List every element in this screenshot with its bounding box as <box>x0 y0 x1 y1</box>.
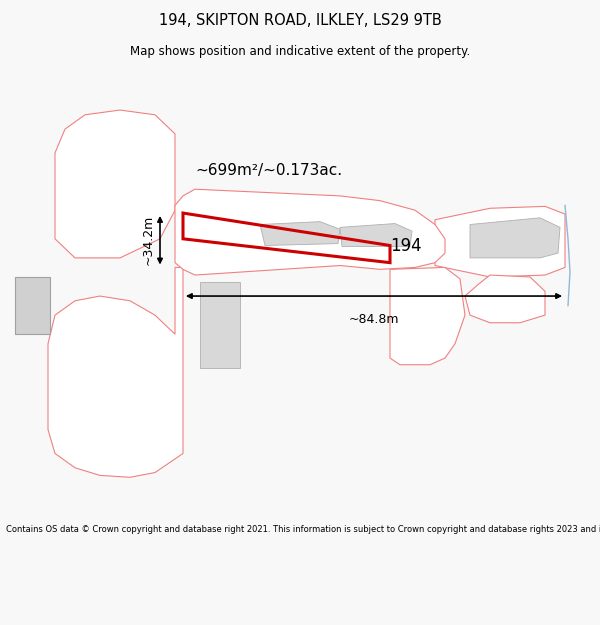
Text: Contains OS data © Crown copyright and database right 2021. This information is : Contains OS data © Crown copyright and d… <box>6 525 600 534</box>
Polygon shape <box>200 282 240 368</box>
Text: 194: 194 <box>390 238 422 256</box>
Text: 194, SKIPTON ROAD, ILKLEY, LS29 9TB: 194, SKIPTON ROAD, ILKLEY, LS29 9TB <box>158 12 442 28</box>
Polygon shape <box>260 222 340 246</box>
Polygon shape <box>470 218 560 258</box>
Text: ~34.2m: ~34.2m <box>142 215 155 266</box>
Polygon shape <box>175 189 445 275</box>
Polygon shape <box>435 206 565 277</box>
Polygon shape <box>15 277 50 334</box>
Text: ~699m²/~0.173ac.: ~699m²/~0.173ac. <box>195 162 342 177</box>
Polygon shape <box>465 275 545 322</box>
Polygon shape <box>55 110 175 258</box>
Polygon shape <box>48 268 183 478</box>
Polygon shape <box>340 224 412 246</box>
Polygon shape <box>390 268 465 365</box>
Text: ~84.8m: ~84.8m <box>349 313 399 326</box>
Text: Map shows position and indicative extent of the property.: Map shows position and indicative extent… <box>130 45 470 58</box>
